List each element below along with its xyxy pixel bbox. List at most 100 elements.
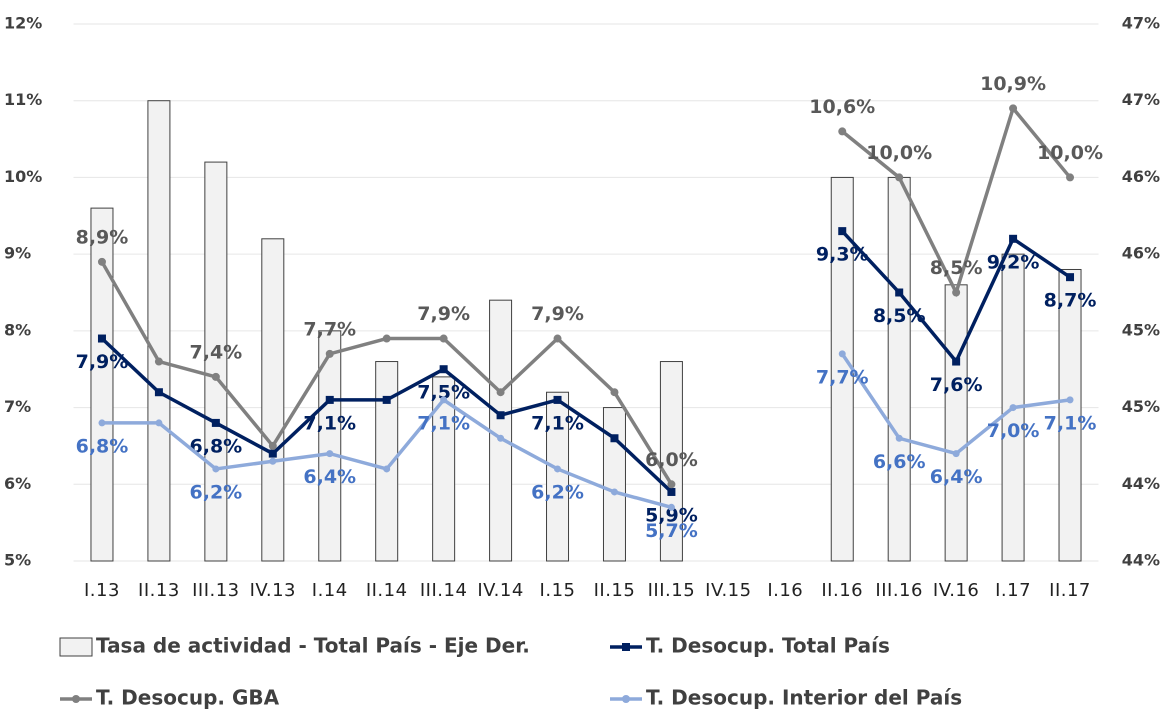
- x-tick-label: III.16: [875, 580, 923, 601]
- line: [100, 104, 1072, 486]
- data-label: 6,8%: [190, 435, 243, 457]
- point: [667, 480, 676, 489]
- legend-label: T. Desocup. Total País: [646, 634, 890, 658]
- point: [439, 365, 448, 374]
- x-tick-label: III.13: [192, 580, 240, 601]
- point: [268, 449, 277, 458]
- y2-tick-label: 44%: [1122, 474, 1160, 493]
- point: [154, 357, 163, 366]
- point: [497, 434, 505, 442]
- y-tick-label: 7%: [4, 397, 31, 416]
- point: [326, 450, 334, 458]
- point: [97, 257, 106, 266]
- x-tick-label: III.15: [648, 580, 696, 601]
- data-label: 5,9%: [645, 504, 698, 526]
- x-tick-label: II.17: [1049, 580, 1091, 601]
- point: [1066, 273, 1075, 282]
- y2-tick-label: 46%: [1122, 167, 1160, 186]
- x-tick-label: II.14: [366, 580, 408, 601]
- y2-tick-label: 44%: [1122, 551, 1160, 570]
- point: [838, 350, 846, 358]
- point: [553, 395, 562, 404]
- point: [325, 349, 334, 358]
- point: [1066, 173, 1075, 182]
- point: [838, 227, 847, 236]
- data-label: 7,1%: [1044, 412, 1097, 434]
- legend-marker: [622, 643, 630, 651]
- data-label: 8,7%: [1044, 290, 1097, 312]
- point: [268, 441, 277, 450]
- y2-tick-label: 47%: [1122, 90, 1160, 109]
- bar: [261, 238, 285, 562]
- point: [610, 434, 619, 443]
- point: [895, 288, 904, 297]
- x-tick-label: IV.16: [933, 580, 979, 601]
- data-label: 6,4%: [930, 466, 983, 488]
- data-label: 6,4%: [303, 466, 356, 488]
- point: [211, 418, 220, 427]
- y2-tick-label: 46%: [1122, 244, 1160, 263]
- data-label: 6,8%: [76, 435, 129, 457]
- y-tick-label: 10%: [4, 167, 42, 186]
- y2-tick-label: 47%: [1122, 14, 1160, 33]
- data-label: 7,9%: [417, 303, 470, 325]
- x-tick-label: II.13: [138, 580, 180, 601]
- data-label: 7,0%: [987, 420, 1040, 442]
- x-tick-label: IV.15: [705, 580, 751, 601]
- point: [554, 465, 562, 473]
- point: [553, 334, 562, 343]
- point: [154, 388, 163, 397]
- bar: [147, 100, 171, 562]
- data-label: 7,7%: [303, 318, 356, 340]
- y2-tick-label: 45%: [1122, 320, 1160, 339]
- point: [98, 419, 106, 427]
- data-label: 7,1%: [303, 412, 356, 434]
- point: [952, 357, 961, 366]
- x-tick-label: II.15: [594, 580, 636, 601]
- point: [97, 334, 106, 343]
- bar: [1058, 268, 1082, 562]
- point: [895, 434, 903, 442]
- legend-marker: [72, 695, 80, 703]
- bar: [375, 361, 399, 562]
- point: [667, 487, 676, 496]
- data-label: 8,5%: [873, 305, 926, 327]
- point: [496, 388, 505, 397]
- bar: [489, 299, 513, 562]
- x-tick-label: IV.13: [250, 580, 296, 601]
- data-label: 7,9%: [76, 351, 129, 373]
- bar: [204, 161, 228, 562]
- data-label: 10,0%: [1037, 142, 1103, 164]
- y-tick-label: 8%: [4, 320, 31, 339]
- x-tick-label: I.16: [767, 580, 803, 601]
- point: [952, 450, 960, 458]
- point: [325, 395, 334, 404]
- point: [610, 488, 618, 496]
- bar: [90, 207, 114, 562]
- point: [1009, 404, 1017, 412]
- point: [440, 396, 448, 404]
- point: [382, 395, 391, 404]
- y-tick-label: 5%: [4, 551, 31, 570]
- bar: [602, 407, 626, 562]
- point: [610, 388, 619, 397]
- bar: [546, 391, 570, 562]
- y2-tick-label: 45%: [1122, 397, 1160, 416]
- x-tick-label: I.14: [312, 580, 348, 601]
- point: [211, 372, 220, 381]
- data-label: 9,2%: [987, 251, 1040, 273]
- data-label: 10,6%: [809, 96, 875, 118]
- bar: [944, 284, 968, 562]
- point: [667, 503, 675, 511]
- data-label: 7,7%: [816, 366, 869, 388]
- data-label: 6,2%: [190, 481, 243, 503]
- point: [1066, 396, 1074, 404]
- x-tick-label: I.17: [995, 580, 1031, 601]
- legend-label: T. Desocup. GBA: [96, 686, 280, 710]
- legend-label: T. Desocup. Interior del País: [646, 686, 962, 710]
- point: [895, 173, 904, 182]
- data-label: 6,2%: [531, 481, 584, 503]
- data-label: 7,4%: [190, 341, 243, 363]
- y-tick-label: 11%: [4, 90, 42, 109]
